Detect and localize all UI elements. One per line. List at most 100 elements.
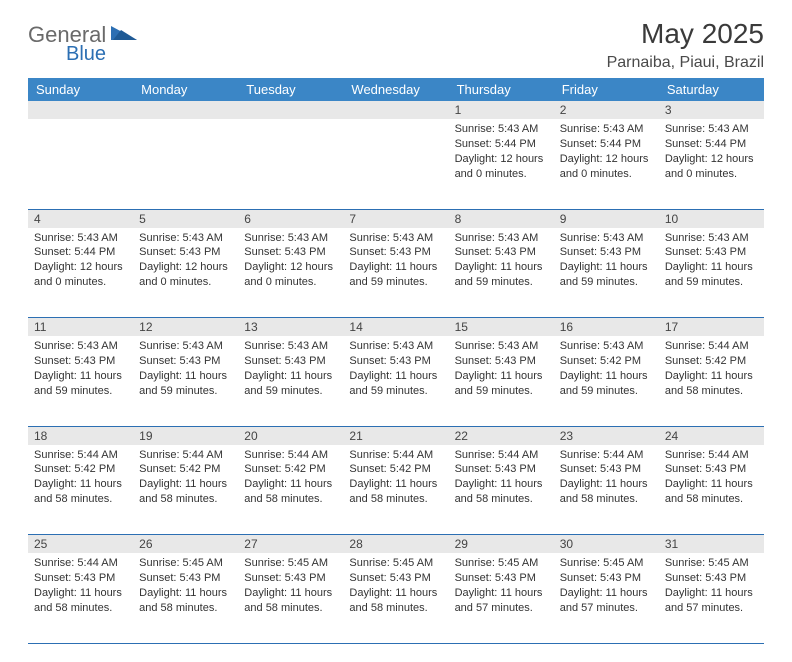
sunset-text: Sunset: 5:44 PM <box>560 137 653 152</box>
header-row: General Blue May 2025 Parnaiba, Piaui, B… <box>28 18 764 72</box>
weekday-header: Thursday <box>449 78 554 101</box>
sunrise-text: Sunrise: 5:45 AM <box>665 556 758 571</box>
sunrise-text: Sunrise: 5:43 AM <box>455 339 548 354</box>
weekday-header: Saturday <box>659 78 764 101</box>
calendar-cell: Sunrise: 5:44 AMSunset: 5:42 PMDaylight:… <box>238 445 343 535</box>
day-number-row: 18192021222324 <box>28 426 764 445</box>
sunset-text: Sunset: 5:43 PM <box>244 571 337 586</box>
sunset-text: Sunset: 5:43 PM <box>665 462 758 477</box>
calendar-cell: Sunrise: 5:44 AMSunset: 5:42 PMDaylight:… <box>659 336 764 426</box>
day-number: 20 <box>238 427 343 445</box>
sunset-text: Sunset: 5:43 PM <box>665 245 758 260</box>
calendar-cell: Sunrise: 5:45 AMSunset: 5:43 PMDaylight:… <box>238 553 343 643</box>
calendar-cell: Sunrise: 5:43 AMSunset: 5:43 PMDaylight:… <box>449 228 554 318</box>
day-info-row: Sunrise: 5:43 AMSunset: 5:44 PMDaylight:… <box>28 228 764 318</box>
daylight-text: Daylight: 11 hours and 58 minutes. <box>139 477 232 507</box>
day-info: Sunrise: 5:43 AMSunset: 5:43 PMDaylight:… <box>343 228 448 294</box>
calendar-cell: Sunrise: 5:43 AMSunset: 5:44 PMDaylight:… <box>28 228 133 318</box>
daylight-text: Daylight: 11 hours and 59 minutes. <box>139 369 232 399</box>
sunset-text: Sunset: 5:42 PM <box>34 462 127 477</box>
sunrise-text: Sunrise: 5:44 AM <box>665 448 758 463</box>
sunrise-text: Sunrise: 5:43 AM <box>244 231 337 246</box>
sunset-text: Sunset: 5:43 PM <box>139 354 232 369</box>
weekday-header: Wednesday <box>343 78 448 101</box>
calendar-cell: Sunrise: 5:44 AMSunset: 5:43 PMDaylight:… <box>554 445 659 535</box>
daylight-text: Daylight: 11 hours and 58 minutes. <box>665 477 758 507</box>
day-info: Sunrise: 5:44 AMSunset: 5:42 PMDaylight:… <box>343 445 448 511</box>
day-number: 31 <box>659 535 764 553</box>
calendar-cell: Sunrise: 5:43 AMSunset: 5:43 PMDaylight:… <box>238 228 343 318</box>
day-number: 5 <box>133 210 238 228</box>
day-number <box>343 101 448 119</box>
weekday-header-row: Sunday Monday Tuesday Wednesday Thursday… <box>28 78 764 101</box>
sunrise-text: Sunrise: 5:45 AM <box>349 556 442 571</box>
daylight-text: Daylight: 11 hours and 57 minutes. <box>560 586 653 616</box>
sunset-text: Sunset: 5:44 PM <box>455 137 548 152</box>
day-info: Sunrise: 5:43 AMSunset: 5:43 PMDaylight:… <box>554 228 659 294</box>
sunset-text: Sunset: 5:43 PM <box>560 245 653 260</box>
day-info: Sunrise: 5:43 AMSunset: 5:43 PMDaylight:… <box>238 228 343 294</box>
daylight-text: Daylight: 11 hours and 58 minutes. <box>349 477 442 507</box>
calendar-cell: Sunrise: 5:43 AMSunset: 5:43 PMDaylight:… <box>343 228 448 318</box>
daylight-text: Daylight: 11 hours and 57 minutes. <box>455 586 548 616</box>
calendar-cell <box>238 119 343 209</box>
day-number: 30 <box>554 535 659 553</box>
day-number-row: 11121314151617 <box>28 318 764 337</box>
day-number-row: 25262728293031 <box>28 535 764 554</box>
calendar-cell: Sunrise: 5:44 AMSunset: 5:42 PMDaylight:… <box>133 445 238 535</box>
day-info: Sunrise: 5:43 AMSunset: 5:43 PMDaylight:… <box>28 336 133 402</box>
sunset-text: Sunset: 5:43 PM <box>349 571 442 586</box>
sunrise-text: Sunrise: 5:43 AM <box>665 231 758 246</box>
sunrise-text: Sunrise: 5:43 AM <box>560 339 653 354</box>
daylight-text: Daylight: 11 hours and 59 minutes. <box>560 369 653 399</box>
weekday-header: Monday <box>133 78 238 101</box>
day-number: 7 <box>343 210 448 228</box>
day-number: 6 <box>238 210 343 228</box>
sunrise-text: Sunrise: 5:44 AM <box>455 448 548 463</box>
day-info: Sunrise: 5:44 AMSunset: 5:43 PMDaylight:… <box>659 445 764 511</box>
day-number: 12 <box>133 318 238 336</box>
day-number: 23 <box>554 427 659 445</box>
calendar-cell: Sunrise: 5:44 AMSunset: 5:43 PMDaylight:… <box>449 445 554 535</box>
calendar-cell: Sunrise: 5:44 AMSunset: 5:43 PMDaylight:… <box>28 553 133 643</box>
daylight-text: Daylight: 12 hours and 0 minutes. <box>665 152 758 182</box>
sunrise-text: Sunrise: 5:43 AM <box>244 339 337 354</box>
daylight-text: Daylight: 11 hours and 58 minutes. <box>34 477 127 507</box>
calendar-table: Sunday Monday Tuesday Wednesday Thursday… <box>28 78 764 644</box>
calendar-cell: Sunrise: 5:43 AMSunset: 5:44 PMDaylight:… <box>659 119 764 209</box>
calendar-cell <box>28 119 133 209</box>
day-info: Sunrise: 5:45 AMSunset: 5:43 PMDaylight:… <box>238 553 343 619</box>
weekday-header: Tuesday <box>238 78 343 101</box>
calendar-cell: Sunrise: 5:44 AMSunset: 5:43 PMDaylight:… <box>659 445 764 535</box>
day-number <box>28 101 133 119</box>
calendar-cell: Sunrise: 5:43 AMSunset: 5:43 PMDaylight:… <box>449 336 554 426</box>
calendar-cell: Sunrise: 5:45 AMSunset: 5:43 PMDaylight:… <box>343 553 448 643</box>
day-number: 18 <box>28 427 133 445</box>
daylight-text: Daylight: 12 hours and 0 minutes. <box>34 260 127 290</box>
daylight-text: Daylight: 11 hours and 58 minutes. <box>34 586 127 616</box>
sunset-text: Sunset: 5:43 PM <box>349 245 442 260</box>
sunrise-text: Sunrise: 5:45 AM <box>139 556 232 571</box>
day-info: Sunrise: 5:43 AMSunset: 5:44 PMDaylight:… <box>449 119 554 185</box>
calendar-cell: Sunrise: 5:44 AMSunset: 5:42 PMDaylight:… <box>343 445 448 535</box>
day-number: 3 <box>659 101 764 119</box>
day-number: 29 <box>449 535 554 553</box>
day-info: Sunrise: 5:45 AMSunset: 5:43 PMDaylight:… <box>133 553 238 619</box>
daylight-text: Daylight: 11 hours and 59 minutes. <box>560 260 653 290</box>
day-number: 17 <box>659 318 764 336</box>
day-info: Sunrise: 5:43 AMSunset: 5:43 PMDaylight:… <box>449 228 554 294</box>
day-info: Sunrise: 5:44 AMSunset: 5:43 PMDaylight:… <box>28 553 133 619</box>
sunset-text: Sunset: 5:43 PM <box>139 245 232 260</box>
calendar-cell: Sunrise: 5:43 AMSunset: 5:43 PMDaylight:… <box>343 336 448 426</box>
sunrise-text: Sunrise: 5:43 AM <box>665 122 758 137</box>
day-info: Sunrise: 5:43 AMSunset: 5:43 PMDaylight:… <box>659 228 764 294</box>
day-info-row: Sunrise: 5:43 AM Sunset: 5:44 PM Daylight:… <box>28 119 764 209</box>
sunrise-text: Sunrise: 5:45 AM <box>455 556 548 571</box>
sunrise-text: Sunrise: 5:43 AM <box>349 231 442 246</box>
day-number: 24 <box>659 427 764 445</box>
daylight-text: Daylight: 12 hours and 0 minutes. <box>244 260 337 290</box>
calendar-cell: Sunrise: 5:43 AMSunset: 5:43 PMDaylight:… <box>659 228 764 318</box>
weekday-header: Sunday <box>28 78 133 101</box>
daylight-text: Daylight: 11 hours and 58 minutes. <box>139 586 232 616</box>
sunrise-text: Sunrise: 5:45 AM <box>560 556 653 571</box>
